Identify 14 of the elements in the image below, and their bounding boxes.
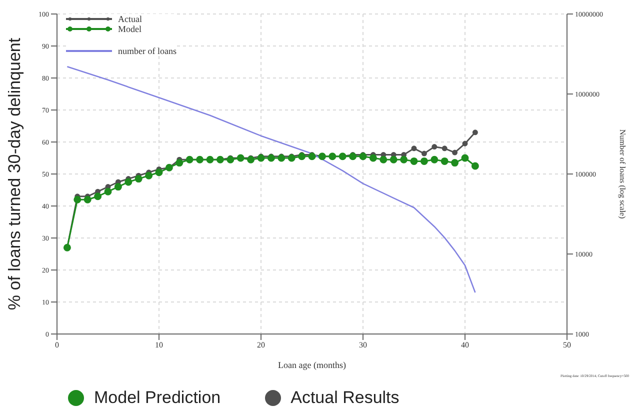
x-tick-label: 0 [55,340,59,350]
x-tick-label: 50 [563,340,571,350]
y-axis-title: % of loans turned 30-day delinquent [5,38,24,310]
x-tick-label: 20 [257,340,265,350]
text: Model Prediction [94,388,221,408]
y2-axis-title: Number of loans (log scale) [618,129,628,219]
x-tick-label: 10 [155,340,163,350]
x-axis-title: Loan age (months) [278,360,346,370]
legend-label: Actual [118,14,142,24]
x-tick-label: 30 [359,340,367,350]
text: number of loans [118,46,176,56]
x-tick-label: 40 [461,340,469,350]
legend-label: Model [118,24,142,34]
text: Actual Results [290,388,400,408]
